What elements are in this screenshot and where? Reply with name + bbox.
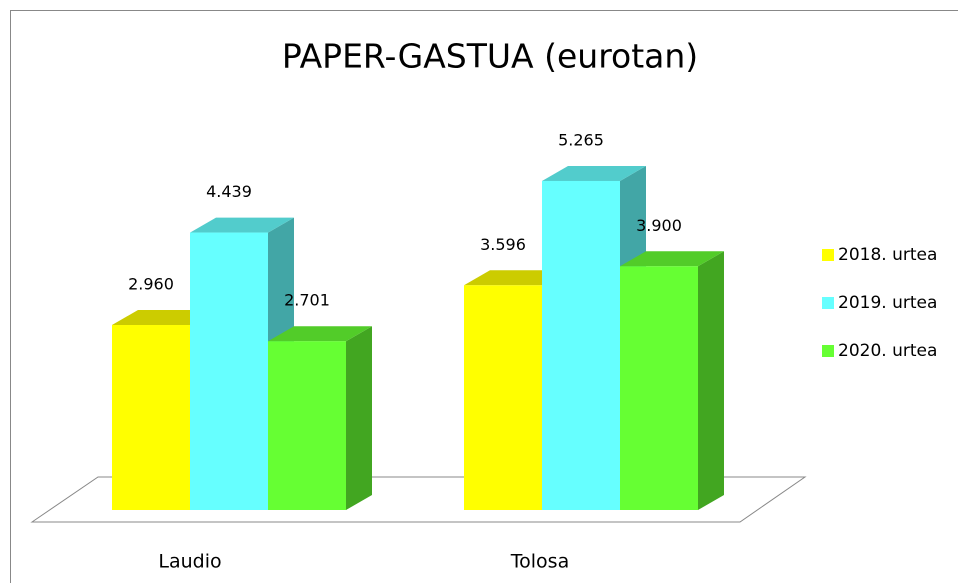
- data-label: 4.439: [206, 182, 252, 201]
- bar-top: [190, 217, 294, 233]
- bar: [190, 232, 268, 510]
- data-label: 2.960: [128, 275, 174, 294]
- x-tick-label: Laudio: [158, 551, 221, 573]
- bar-top: [542, 165, 646, 181]
- legend-label: 2018. urtea: [838, 245, 937, 265]
- bar-side: [346, 326, 372, 510]
- bar-top: [620, 251, 724, 267]
- bar: [620, 266, 698, 510]
- data-label: 2.701: [284, 291, 330, 310]
- bar: [268, 341, 346, 510]
- bar: [542, 180, 620, 510]
- bar-top: [268, 326, 372, 342]
- chart-title: PAPER-GASTUA (eurotan): [282, 37, 698, 76]
- legend-swatch: [822, 297, 834, 309]
- bar-side: [698, 251, 724, 510]
- legend-swatch: [822, 345, 834, 357]
- bar: [112, 325, 190, 510]
- legend-label: 2019. urtea: [838, 293, 937, 313]
- legend-label: 2020. urtea: [838, 341, 937, 361]
- x-tick-label: Tolosa: [510, 551, 569, 573]
- data-label: 3.596: [480, 235, 526, 254]
- legend-swatch: [822, 249, 834, 261]
- data-label: 3.900: [636, 216, 682, 235]
- data-label: 5.265: [558, 130, 604, 149]
- bar: [464, 285, 542, 510]
